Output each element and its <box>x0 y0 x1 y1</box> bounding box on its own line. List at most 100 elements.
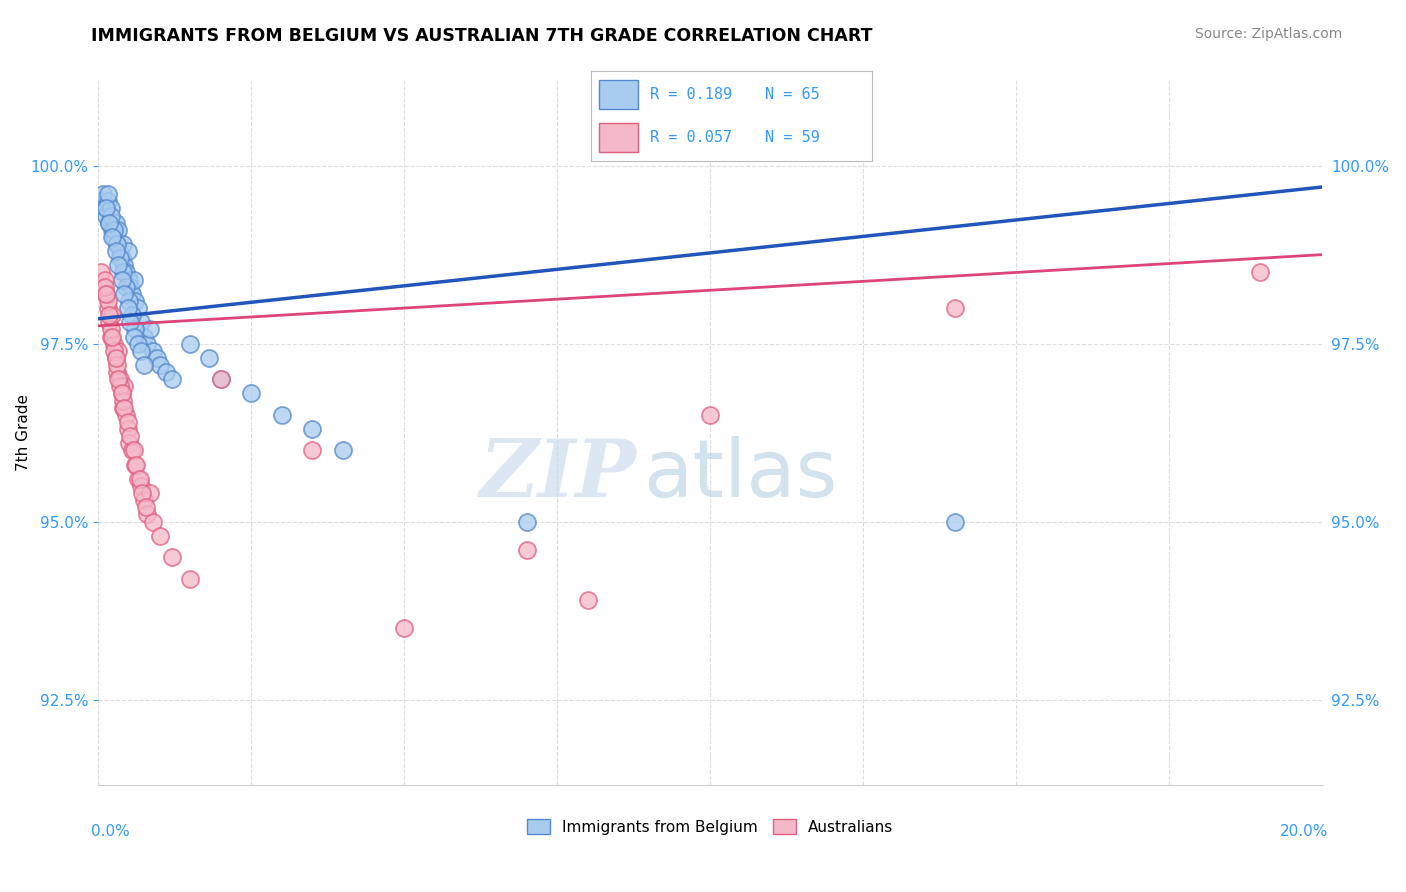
Point <box>576 593 599 607</box>
Text: IMMIGRANTS FROM BELGIUM VS AUSTRALIAN 7TH GRADE CORRELATION CHART: IMMIGRANTS FROM BELGIUM VS AUSTRALIAN 7T… <box>91 27 873 45</box>
Point <box>90 265 112 279</box>
Point <box>104 351 127 365</box>
Point <box>105 237 128 252</box>
Point <box>105 365 128 379</box>
Text: R = 0.057: R = 0.057 <box>650 130 731 145</box>
Point <box>124 293 146 308</box>
Point <box>160 372 183 386</box>
Point <box>118 436 141 450</box>
Point <box>118 293 141 308</box>
Point <box>108 244 131 259</box>
Point <box>332 443 354 458</box>
Point <box>94 202 117 216</box>
Point <box>142 343 165 358</box>
Point <box>98 308 121 322</box>
Point <box>94 286 117 301</box>
Point <box>127 301 149 315</box>
Legend: Immigrants from Belgium, Australians: Immigrants from Belgium, Australians <box>520 813 900 841</box>
Point <box>100 209 122 223</box>
Point <box>131 486 153 500</box>
Point <box>100 202 122 216</box>
Point <box>93 279 115 293</box>
Point <box>104 244 127 259</box>
Point <box>270 408 294 422</box>
Point <box>129 479 152 493</box>
Point <box>101 308 124 322</box>
Point <box>111 265 134 279</box>
Point <box>120 429 142 443</box>
Point <box>149 358 172 372</box>
Point <box>392 621 416 635</box>
Point <box>134 493 156 508</box>
Point <box>103 230 125 244</box>
Point <box>112 401 135 415</box>
Point <box>115 408 138 422</box>
Point <box>121 286 143 301</box>
Bar <box>599 123 638 152</box>
Point <box>124 458 146 472</box>
Point <box>179 572 201 586</box>
Point <box>111 251 134 265</box>
Point <box>127 472 149 486</box>
Point <box>122 443 145 458</box>
Point <box>91 187 114 202</box>
Point <box>97 194 120 209</box>
Point <box>111 401 134 415</box>
Point <box>105 237 128 252</box>
Point <box>122 272 145 286</box>
Text: 0.0%: 0.0% <box>91 824 131 838</box>
Point <box>117 422 139 436</box>
Point <box>101 329 124 343</box>
Point <box>115 265 138 279</box>
Point <box>129 472 152 486</box>
Text: ZIP: ZIP <box>479 436 637 514</box>
Point <box>112 286 135 301</box>
Point <box>108 251 131 265</box>
Point <box>142 515 165 529</box>
Point <box>111 237 134 252</box>
Point <box>94 286 117 301</box>
Point <box>129 343 152 358</box>
Point <box>124 322 146 336</box>
Point <box>301 422 323 436</box>
Point <box>100 322 122 336</box>
Point <box>134 358 156 372</box>
Point <box>93 272 115 286</box>
Point <box>209 372 232 386</box>
Point <box>699 408 721 422</box>
Y-axis label: 7th Grade: 7th Grade <box>17 394 31 471</box>
Point <box>127 336 149 351</box>
Point <box>111 393 134 408</box>
Point <box>134 329 156 343</box>
Point <box>94 209 117 223</box>
Point <box>120 315 142 329</box>
Point <box>117 301 139 315</box>
Point <box>516 543 538 558</box>
Point <box>120 279 142 293</box>
Point <box>107 343 129 358</box>
Point <box>111 386 134 401</box>
Text: N = 59: N = 59 <box>765 130 820 145</box>
Point <box>107 258 129 272</box>
Point <box>121 443 143 458</box>
Point <box>101 223 124 237</box>
Point <box>108 372 131 386</box>
Point <box>155 365 177 379</box>
Point <box>943 301 966 315</box>
Point <box>101 230 124 244</box>
Point <box>104 216 127 230</box>
Point <box>139 486 162 500</box>
Point <box>112 379 135 393</box>
Point <box>149 529 172 543</box>
Point <box>90 194 112 209</box>
Point <box>145 351 167 365</box>
Point <box>103 223 125 237</box>
Point <box>943 515 966 529</box>
Point <box>100 329 122 343</box>
Point <box>179 336 201 351</box>
Point <box>111 272 134 286</box>
Point <box>1250 265 1272 279</box>
Point <box>103 343 125 358</box>
Point <box>98 216 121 230</box>
Point <box>104 351 127 365</box>
